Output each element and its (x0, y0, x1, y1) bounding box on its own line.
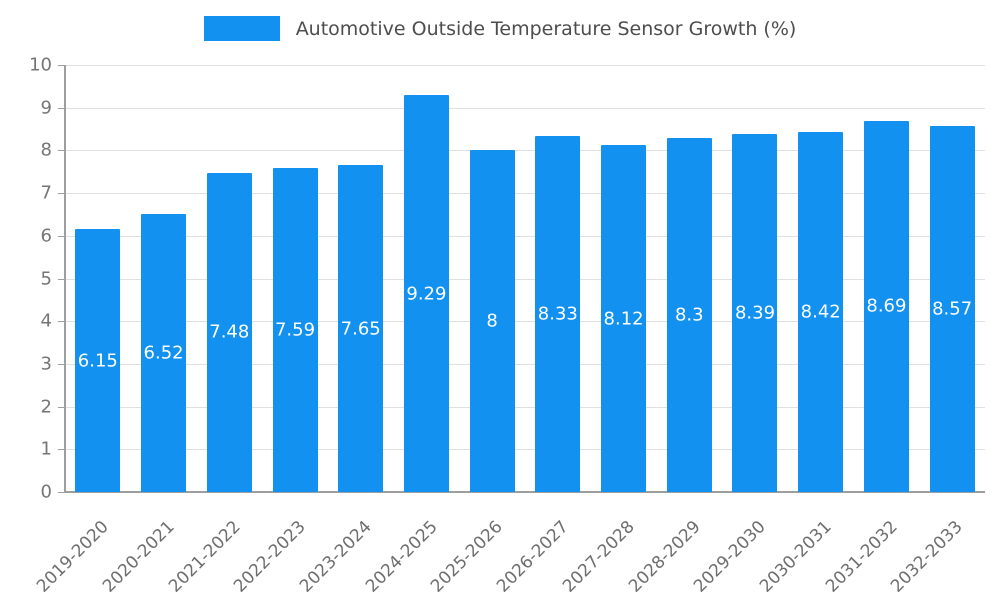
gridline (65, 193, 985, 195)
bar[interactable] (667, 138, 712, 492)
y-axis-line (64, 65, 66, 492)
gridline (65, 406, 985, 408)
y-axis-label: 5 (40, 268, 52, 289)
y-axis-tick (58, 363, 65, 365)
bar[interactable] (75, 229, 120, 492)
bar[interactable] (601, 145, 646, 492)
gridline (65, 363, 985, 365)
y-axis-tick (58, 492, 65, 493)
chart-title: Automotive Outside Temperature Sensor Gr… (295, 17, 797, 40)
bar[interactable] (273, 168, 318, 492)
y-axis-label: 1 (40, 438, 52, 460)
gridline (65, 321, 985, 323)
y-axis-label: 7 (40, 182, 52, 204)
gridline (65, 107, 985, 109)
gridline (65, 278, 985, 280)
bar[interactable] (338, 165, 383, 492)
y-axis-label: 9 (40, 97, 52, 119)
bar[interactable] (864, 121, 909, 492)
gridline (65, 150, 985, 152)
y-axis-tick (58, 107, 65, 109)
bar[interactable] (470, 150, 515, 492)
y-axis-tick (58, 406, 65, 408)
bar[interactable] (732, 134, 777, 492)
bar[interactable] (535, 136, 580, 492)
gridline (65, 449, 985, 451)
gridline (65, 235, 985, 237)
y-axis-label: 2 (40, 396, 52, 418)
y-axis-tick (58, 449, 65, 451)
legend-swatch (203, 16, 280, 41)
y-axis-tick (58, 278, 65, 280)
y-axis-label: 0 (40, 481, 52, 503)
bar[interactable] (798, 132, 843, 492)
y-axis-tick (58, 321, 65, 323)
bar[interactable] (404, 95, 449, 492)
y-axis-tick (58, 65, 65, 66)
y-axis-tick (58, 193, 65, 195)
y-axis-label: 6 (40, 225, 52, 247)
bar[interactable] (141, 214, 186, 492)
gridline (65, 65, 985, 66)
bar[interactable] (930, 126, 975, 492)
y-axis-label: 4 (40, 310, 52, 332)
y-axis-label: 8 (40, 139, 52, 161)
x-axis-line (64, 491, 985, 493)
y-axis-tick (58, 235, 65, 237)
y-axis-tick (58, 150, 65, 152)
chart-legend: Automotive Outside Temperature Sensor Gr… (0, 16, 1000, 41)
bar[interactable] (207, 173, 252, 492)
y-axis-label: 10 (29, 54, 52, 76)
y-axis-label: 3 (40, 353, 52, 375)
